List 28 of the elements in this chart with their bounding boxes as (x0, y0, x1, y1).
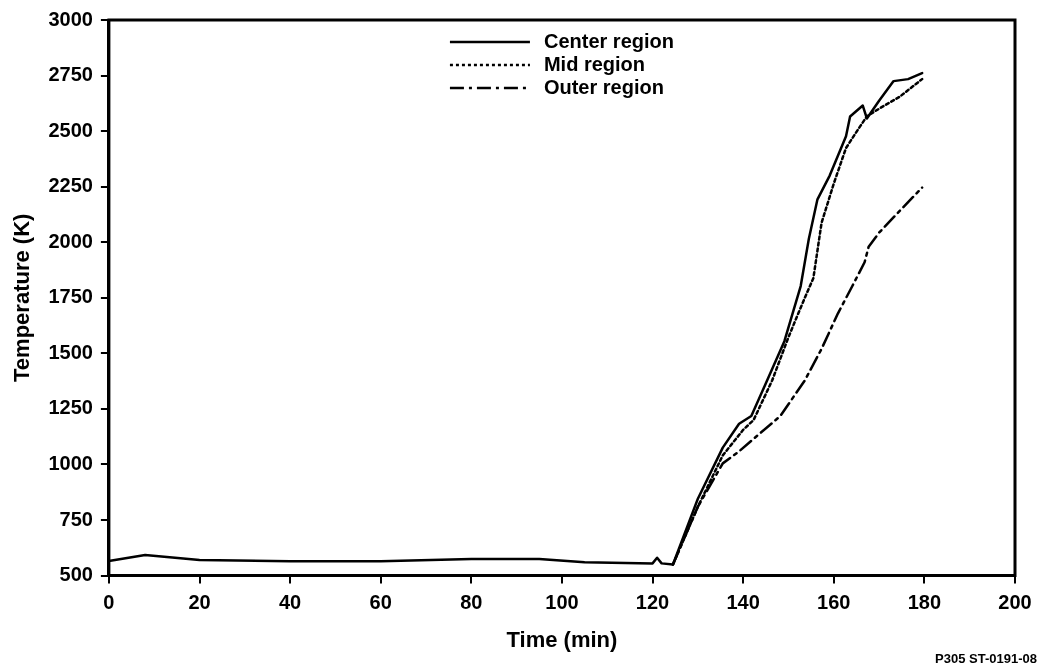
y-tick-label: 2750 (48, 63, 93, 86)
x-tick-label: 40 (278, 591, 302, 614)
y-tick-label: 3000 (48, 7, 93, 30)
y-tick-label: 2500 (48, 118, 93, 141)
y-tick-label: 1250 (48, 396, 93, 419)
y-tick-label: 2250 (48, 174, 93, 197)
y-tick-label: 1750 (48, 285, 93, 308)
x-tick-label: 120 (635, 591, 670, 614)
y-tick-label: 750 (59, 507, 93, 530)
x-tick-label: 160 (817, 591, 851, 614)
x-tick-label: 140 (726, 591, 760, 614)
x-tick-label: 100 (545, 591, 579, 614)
x-tick-label: 180 (907, 591, 942, 614)
y-axis-title: Temperature (K) (9, 213, 35, 382)
y-tick-label: 2000 (48, 229, 93, 252)
x-tick-label: 200 (998, 591, 1032, 614)
x-tick-label: 80 (460, 591, 483, 614)
y-tick-label: 1500 (48, 340, 93, 363)
legend-label: Center region (543, 29, 674, 52)
y-tick-label: 1000 (48, 452, 93, 474)
text: P305 ST-0191-08 (935, 651, 1037, 667)
x-tick-label: 60 (369, 591, 392, 614)
x-tick-label: 20 (188, 591, 211, 614)
y-tick-label: 500 (59, 563, 93, 586)
x-axis-title: Time (min) (506, 626, 618, 652)
x-tick-label: 0 (103, 591, 115, 614)
legend-label: Outer region (543, 75, 664, 98)
legend-label: Mid region (543, 52, 646, 75)
